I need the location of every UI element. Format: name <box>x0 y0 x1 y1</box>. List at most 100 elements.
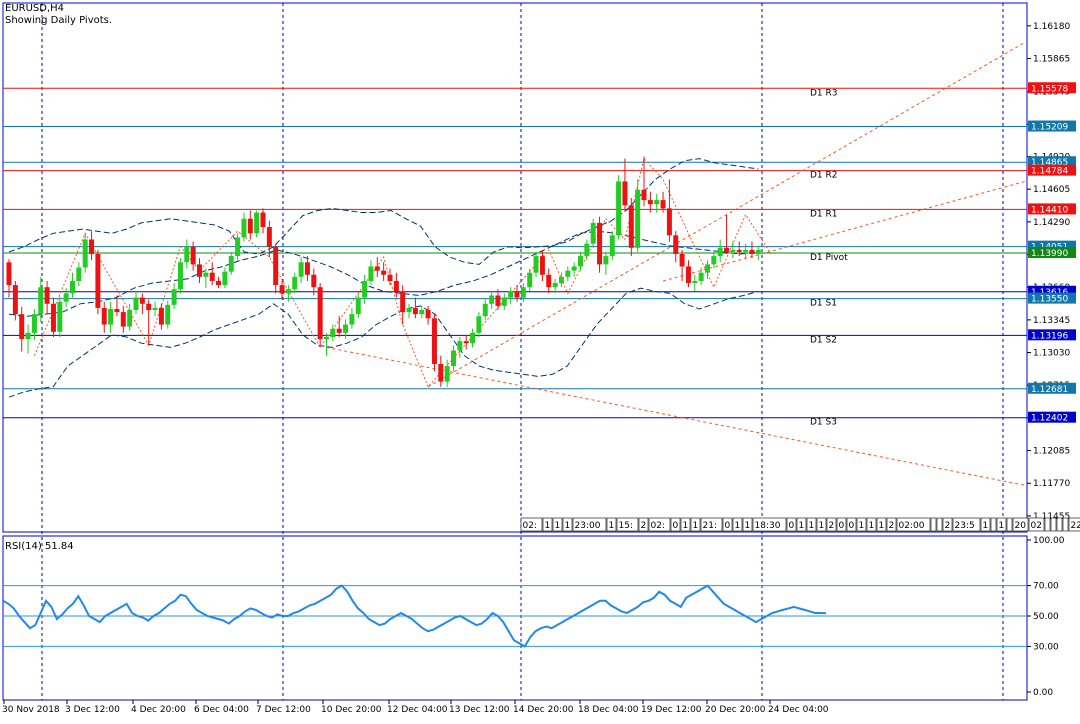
rsi-tick-label: 100.00 <box>1033 536 1065 546</box>
price-tick-label: 1.13030 <box>1033 349 1070 359</box>
period-box-label: 0 <box>673 521 679 531</box>
candle-body <box>667 208 672 235</box>
price-tick-label: 1.13345 <box>1033 316 1070 326</box>
period-box <box>1051 518 1056 531</box>
period-box-label: 1 <box>693 521 699 531</box>
candle-body <box>229 256 234 272</box>
time-tick-label: 6 Dec 04:00 <box>194 705 249 715</box>
period-box <box>1007 518 1012 531</box>
period-box-label: 02 <box>1031 521 1042 531</box>
time-tick-label: 20 Dec 20:00 <box>705 705 766 715</box>
time-tick-label: 18 Dec 04:00 <box>578 705 639 715</box>
price-tick-label: 1.15865 <box>1033 54 1070 64</box>
candle-body <box>146 304 151 310</box>
candle-body <box>273 247 278 285</box>
candle-body <box>210 273 215 281</box>
time-tick-label: 10 Dec 20:00 <box>321 705 382 715</box>
period-box-label: 1 <box>609 521 615 531</box>
time-tick-label: 3 Dec 12:00 <box>65 705 120 715</box>
candle-body <box>172 289 177 305</box>
price-tick-label: 1.12085 <box>1033 447 1070 457</box>
time-tick-label: 13 Dec 12:00 <box>449 705 510 715</box>
period-box-label: 1 <box>999 521 1005 531</box>
candle-body <box>235 237 240 256</box>
candle-body <box>610 235 615 256</box>
candle-body <box>140 298 145 304</box>
candle-body <box>248 219 253 234</box>
candle-body <box>724 248 729 252</box>
candle-body <box>407 308 412 312</box>
candle-body <box>489 296 494 304</box>
pivot-label: D1 S2 <box>810 335 837 345</box>
candle-body <box>521 287 526 297</box>
candle-body <box>451 350 456 366</box>
candle-body <box>426 310 431 318</box>
candle-body <box>368 266 373 281</box>
candle-body <box>603 256 608 264</box>
candle-body <box>546 275 551 287</box>
price-tag: 1.13196 <box>1031 331 1068 341</box>
pivot-label: D1 S1 <box>810 299 837 309</box>
candle-body <box>343 325 348 333</box>
candle-body <box>114 309 119 312</box>
chart-header: EURUSD,H4 Showing Daily Pivots. <box>5 3 112 27</box>
candle-body <box>13 285 18 314</box>
candle-body <box>95 254 100 308</box>
candle-body <box>280 285 285 293</box>
candle-body <box>661 200 666 208</box>
candle-body <box>184 247 189 263</box>
lower-band-line <box>9 288 758 397</box>
candle-body <box>730 250 735 252</box>
period-box <box>937 518 942 531</box>
main-panel-frame <box>3 3 1027 532</box>
candle-body <box>432 318 437 364</box>
candle-body <box>108 309 113 325</box>
candle-body <box>476 316 481 333</box>
period-box-label: 1 <box>565 521 571 531</box>
candle-body <box>216 281 221 285</box>
candle-body <box>197 264 202 276</box>
zigzag-line <box>34 159 771 387</box>
time-tick-label: 24 Dec 04:00 <box>768 705 829 715</box>
candle-body <box>191 247 196 265</box>
candle-body <box>261 213 266 228</box>
period-box-label: 0 <box>725 521 731 531</box>
period-box-label: 23:00 <box>575 521 601 531</box>
price-tick-label: 1.11770 <box>1033 479 1070 489</box>
candle-body <box>203 273 208 277</box>
candle-body <box>38 287 43 314</box>
candle-body <box>356 298 361 315</box>
candle-body <box>394 281 399 291</box>
candle-body <box>267 227 272 247</box>
period-box-label: 1 <box>879 521 885 531</box>
candle-body <box>508 291 513 297</box>
rsi-tick-label: 30.00 <box>1033 642 1059 652</box>
candle-body <box>311 275 316 287</box>
price-tag: 1.14784 <box>1031 167 1068 177</box>
period-box-label: 0 <box>789 521 795 531</box>
period-box-label: 15: <box>619 521 633 531</box>
rsi-tick-label: 0.00 <box>1033 688 1053 698</box>
candle-body <box>318 287 323 339</box>
candle-body <box>527 273 532 288</box>
candle-body <box>470 333 475 343</box>
candle-body <box>502 298 507 306</box>
period-box-label: 2 <box>945 521 951 531</box>
period-box-label: 02: <box>523 521 537 531</box>
candle-body <box>83 239 88 267</box>
candle-body <box>648 200 653 204</box>
candle-body <box>553 283 558 287</box>
candle-body <box>254 213 259 234</box>
candle-body <box>286 289 291 293</box>
candle-body <box>337 329 342 333</box>
candle-body <box>686 266 691 283</box>
candle-body <box>76 268 81 281</box>
candle-body <box>483 304 488 316</box>
candle-body <box>165 305 170 325</box>
candle-body <box>121 312 126 327</box>
period-box-label: 1 <box>799 521 805 531</box>
candle-body <box>565 271 570 277</box>
candle-body <box>241 219 246 238</box>
period-box-label: 18:30 <box>755 521 781 531</box>
